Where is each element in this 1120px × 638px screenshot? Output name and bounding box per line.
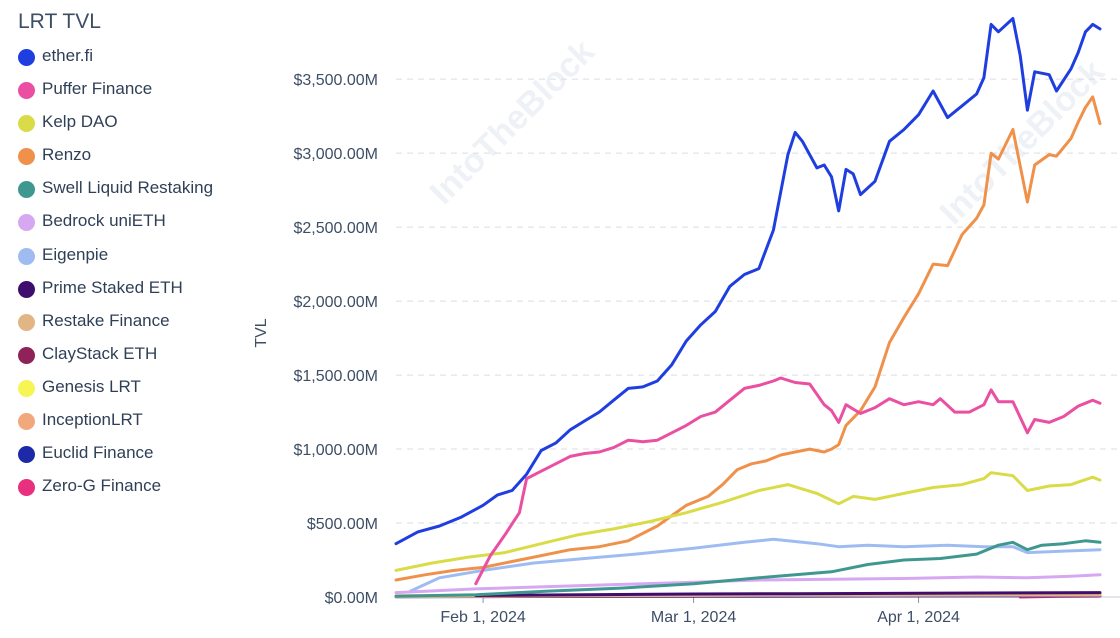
chart-title: LRT TVL xyxy=(18,10,101,33)
y-tick-label: $3,500.00M xyxy=(293,72,378,89)
y-tick-label: $0.00M xyxy=(325,590,378,607)
watermark-text: IntoTheBlock xyxy=(423,33,602,212)
legend-label: Restake Finance xyxy=(42,310,170,330)
legend-marker-icon xyxy=(18,280,35,298)
legend-label: Puffer Finance xyxy=(42,79,153,99)
legend-marker-icon xyxy=(18,49,35,66)
y-tick-label: $1,500.00M xyxy=(293,368,378,385)
legend-label: Swell Liquid Restaking xyxy=(42,178,214,198)
legend-label: Zero-G Finance xyxy=(42,476,162,496)
legend-marker-icon xyxy=(18,446,35,464)
legend-label: ether.fi xyxy=(42,46,94,65)
legend-marker-icon xyxy=(18,247,35,265)
legend-marker-icon xyxy=(18,82,35,100)
legend-marker-icon xyxy=(18,313,35,331)
y-tick-label: $500.00M xyxy=(307,516,378,533)
legend-label: ClayStack ETH xyxy=(42,343,158,363)
legend-marker-icon xyxy=(18,379,35,397)
y-axis-label: TVL xyxy=(253,318,270,347)
legend-label: Renzo xyxy=(42,145,92,165)
series-line-ether-fi xyxy=(394,17,1102,546)
legend-marker-icon xyxy=(18,181,35,199)
legend-label: Kelp DAO xyxy=(42,112,118,132)
series-line-puffer-finance xyxy=(474,376,1102,586)
legend-label: Euclid Finance xyxy=(42,443,154,463)
series-lines xyxy=(394,17,1102,599)
series-line-kelp-dao xyxy=(394,471,1102,572)
legend-label: Bedrock uniETH xyxy=(42,211,166,231)
y-tick-label: $1,000.00M xyxy=(293,442,378,459)
legend-marker-icon xyxy=(18,214,35,232)
series-line-eigenpie xyxy=(409,537,1102,593)
x-tick-label: Feb 1, 2024 xyxy=(440,609,526,626)
y-tick-label: $2,500.00M xyxy=(293,220,378,237)
legend-marker-icon xyxy=(18,148,35,166)
y-tick-label: $2,000.00M xyxy=(293,294,378,311)
legend-label: InceptionLRT xyxy=(42,410,143,430)
x-tick-label: Mar 1, 2024 xyxy=(651,609,736,626)
legend-label: Prime Staked ETH xyxy=(42,277,183,297)
x-axis-ticks: Feb 1, 2024 Mar 1, 2024 Apr 1, 2024 xyxy=(440,597,960,626)
legend-marker-icon xyxy=(18,413,35,431)
watermark: IntoTheBlock IntoTheBlock xyxy=(423,33,1112,232)
series-line-renzo xyxy=(394,95,1102,582)
y-axis-ticks: $0.00M $500.00M $1,000.00M $1,500.00M $2,000… xyxy=(293,72,378,607)
legend-marker-icon xyxy=(18,346,35,364)
y-tick-label: $3,000.00M xyxy=(293,146,378,163)
series-line-prime-staked-eth xyxy=(474,591,1102,597)
series-line-bedrock-unieth xyxy=(394,573,1102,595)
legend-label: Eigenpie xyxy=(42,244,109,264)
legend-marker-icon xyxy=(18,115,35,133)
series-line-swell-liquid-restaking xyxy=(394,539,1102,598)
legend-marker-icon xyxy=(18,479,35,497)
legend-label: Genesis LRT xyxy=(42,376,141,396)
x-tick-label: Apr 1, 2024 xyxy=(877,609,960,626)
